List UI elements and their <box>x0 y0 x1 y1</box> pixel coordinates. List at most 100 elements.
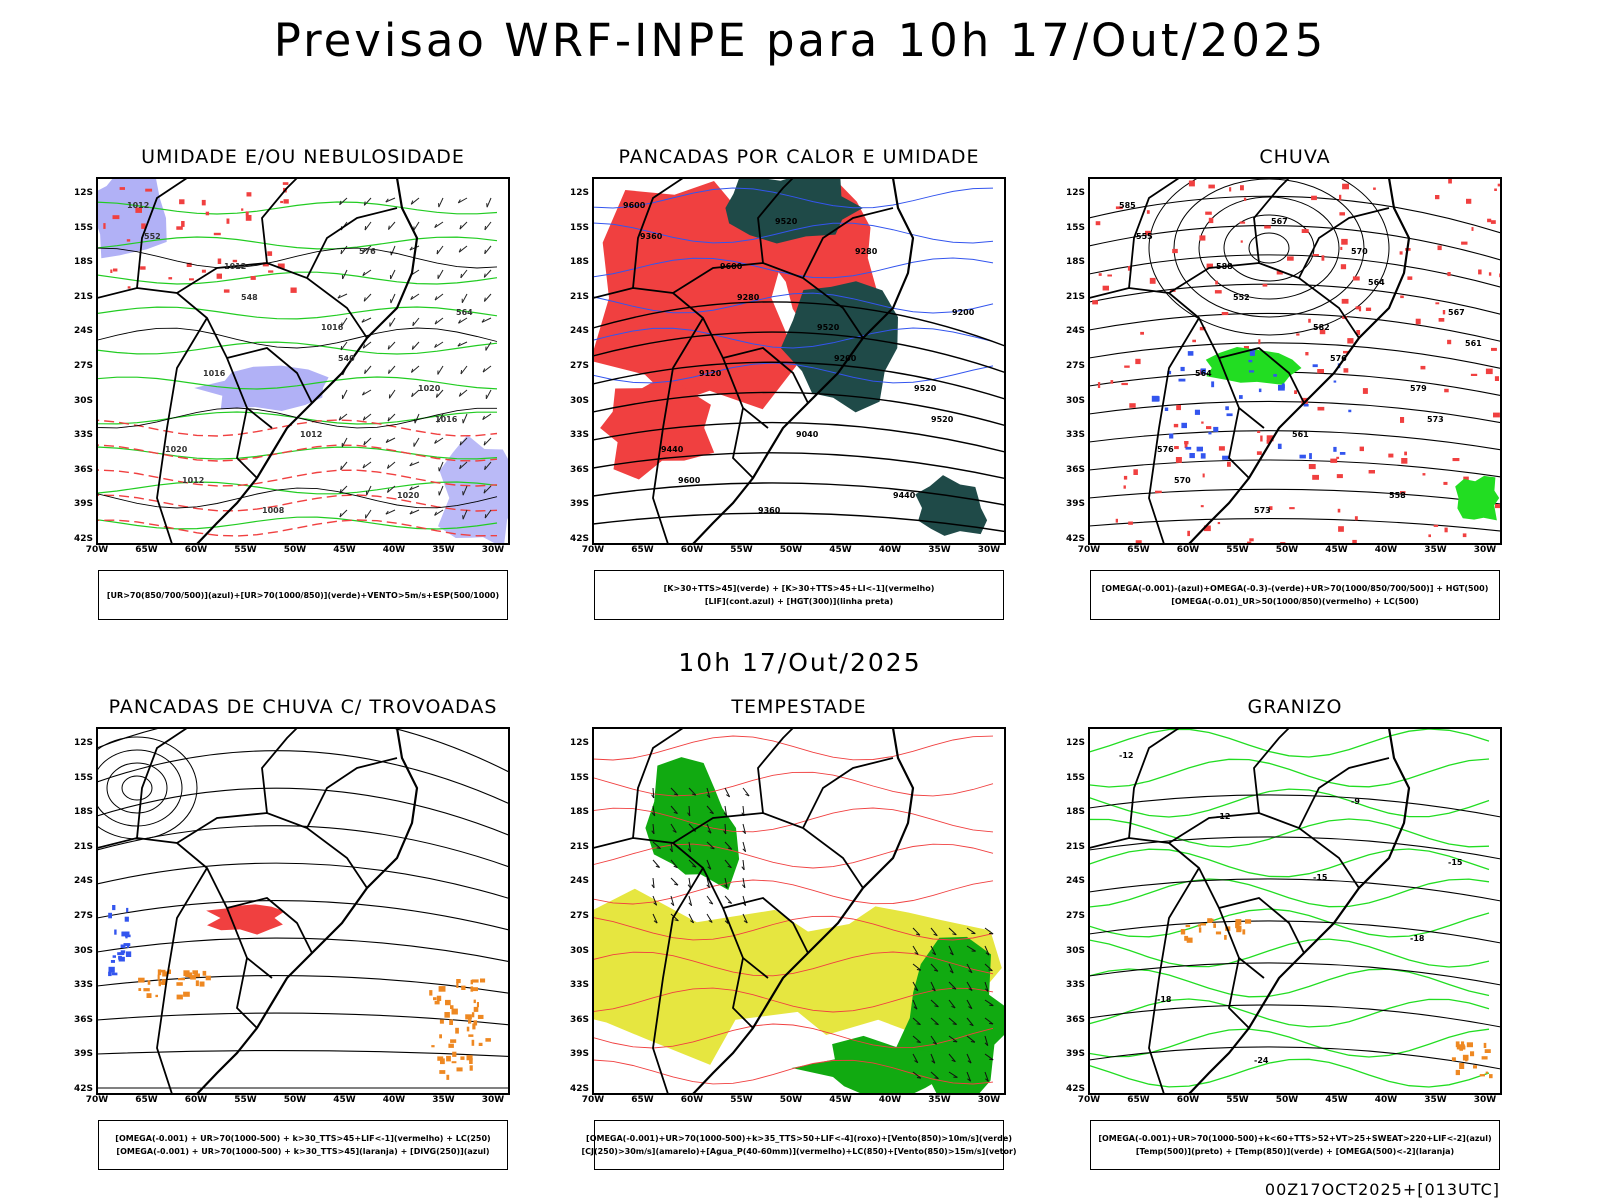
country-border <box>306 757 398 829</box>
contour-label: 1020 <box>165 445 188 454</box>
rain-red-area <box>1478 269 1482 275</box>
wind-vector <box>460 269 468 279</box>
wind-vector <box>438 197 444 208</box>
wind-vector <box>361 318 365 323</box>
thunderstorm-orange-area <box>194 973 200 978</box>
contour-label: 585 <box>1119 201 1136 210</box>
country-border <box>757 178 794 264</box>
legend-line: [CJ(250)>30m/s](amarelo)+[Agua_P(40-60mm… <box>581 1147 1017 1156</box>
temperature-850-contour <box>1089 938 1490 968</box>
longitude-tick-label: 45W <box>333 1095 356 1105</box>
wind-vector <box>438 485 444 496</box>
longitude-tick-label: 70W <box>1077 545 1101 555</box>
thickness-contour <box>282 182 289 185</box>
rain-red-area <box>1188 180 1195 187</box>
wind-vector <box>485 389 492 400</box>
rain-red-area <box>1305 352 1309 356</box>
rain-red-area <box>1184 442 1188 449</box>
humidity-low-levels-contour <box>97 236 498 250</box>
rain-red-area <box>1206 263 1213 269</box>
rain-red-area <box>1352 276 1360 281</box>
wind-vector <box>915 933 921 936</box>
wind-vector <box>459 221 468 230</box>
height-300-contour <box>593 361 1005 400</box>
streamline-250 <box>97 1012 509 1026</box>
country-border <box>156 317 208 544</box>
thunderstorm-orange-area <box>471 1039 475 1046</box>
thunderstorm-orange-area <box>451 1008 458 1015</box>
legend-box: [OMEGA(-0.001)+UR>70(1000-500)+k>35_TTS>… <box>581 1120 1017 1170</box>
latitude-tick-label: 15S <box>1065 222 1085 233</box>
wind-vector <box>457 342 461 347</box>
temperature-500-contour <box>1089 878 1501 902</box>
wind-vector <box>412 321 414 326</box>
wind-vector <box>656 847 661 849</box>
humidity-high-levels-area <box>438 435 509 544</box>
wind-vector <box>459 437 468 446</box>
longitude-tick-label: 50W <box>779 545 803 555</box>
omega-orange-area <box>1479 1074 1485 1077</box>
latitude-tick-label: 27S <box>1065 911 1085 921</box>
contour-label: 9280 <box>855 247 878 256</box>
contour-label: 1008 <box>262 506 285 515</box>
wind-vector <box>362 389 372 396</box>
omega-orange-area <box>1455 1041 1460 1048</box>
longitude-tick-label: 65W <box>1127 1095 1150 1105</box>
country-border <box>1253 178 1290 264</box>
legend-box: [UR>70(850/700/500)](azul)+[UR>70(1000/8… <box>98 570 508 620</box>
thickness-contour <box>283 199 289 204</box>
wind-vector <box>690 920 694 924</box>
latitude-tick-label: 30S <box>569 945 589 956</box>
wind-vector <box>481 318 485 323</box>
wind-vector <box>706 895 714 905</box>
wind-vector <box>459 225 462 230</box>
height-300-contour <box>593 301 1005 347</box>
wind-vector <box>742 859 745 870</box>
contour-label: 576 <box>1157 445 1174 454</box>
wind-vector <box>483 441 486 446</box>
wind-vector <box>364 221 372 231</box>
country-border <box>1298 757 1390 829</box>
contour-label: 564 <box>1368 278 1385 287</box>
streamline-850 <box>593 1059 994 1085</box>
lifted-index-contour <box>593 292 994 314</box>
thickness-contour <box>97 469 498 487</box>
wind-vector <box>984 999 994 1007</box>
contour-label: 1016 <box>203 369 226 378</box>
wind-vector <box>727 865 732 869</box>
wind-vector <box>411 341 420 350</box>
wind-vector <box>724 823 727 835</box>
rain-blue-area <box>1312 364 1318 368</box>
wind-vector <box>724 787 731 798</box>
wind-vector <box>970 1041 975 1043</box>
divergence-blue-area <box>125 951 132 957</box>
thunderstorm-orange-area <box>431 1045 435 1048</box>
wind-vector <box>341 437 348 448</box>
wind-vector <box>410 197 420 205</box>
longitude-tick-label: 65W <box>631 1095 654 1105</box>
thunderstorm-orange-area <box>444 1012 450 1018</box>
rain-red-area <box>1447 272 1451 277</box>
country-border <box>156 867 208 1094</box>
thickness-contour <box>97 419 498 437</box>
wind-vector <box>672 830 677 833</box>
wind-vector <box>434 509 444 516</box>
latitude-tick-label: 24S <box>1065 876 1085 887</box>
wind-vector <box>364 226 367 231</box>
wind-vector <box>930 1053 936 1064</box>
wind-vector <box>410 368 414 373</box>
contour-label: 1012 <box>127 201 149 210</box>
wind-vector <box>726 794 730 798</box>
height-300-contour <box>593 482 1005 506</box>
thunderstorm-orange-area <box>192 970 198 975</box>
height-300-contour <box>593 331 1005 374</box>
wind-vector <box>710 847 715 850</box>
rain-red-area <box>1312 254 1319 257</box>
wind-vector <box>385 438 389 443</box>
rain-red-area <box>1145 230 1151 235</box>
country-border <box>632 178 684 289</box>
thunderstorm-orange-area <box>466 1055 473 1061</box>
thunderstorm-orange-area <box>469 1058 473 1064</box>
rain-red-area <box>1343 368 1349 373</box>
wind-vector <box>914 952 919 955</box>
